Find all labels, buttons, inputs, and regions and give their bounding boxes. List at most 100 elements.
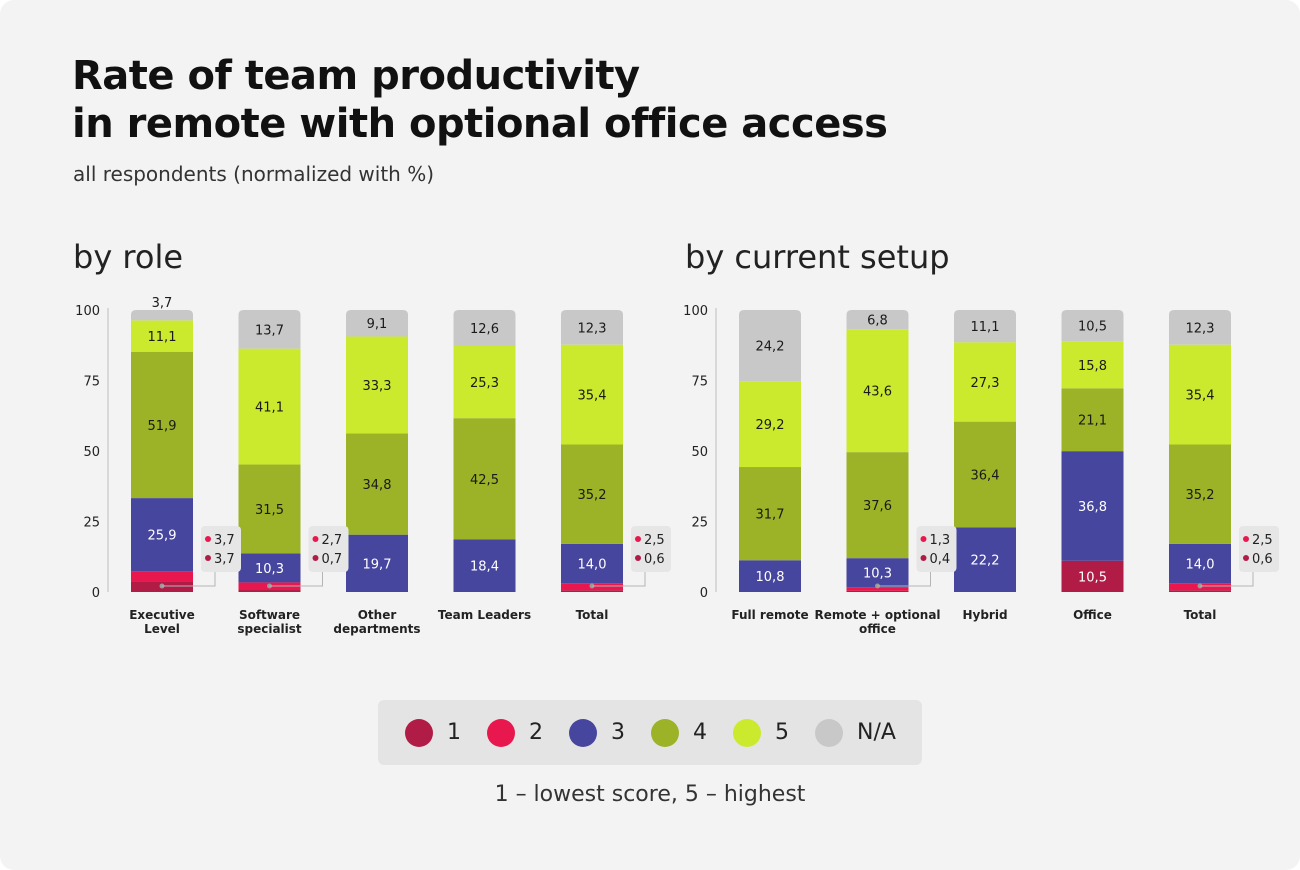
legend-swatch-na [815,718,843,747]
callout-leader-line [162,572,216,587]
callout-dot-2 [920,536,927,542]
bar-value-label: 34,8 [363,478,392,493]
legend-swatch-2 [487,718,515,747]
x-tick-label: Remote + optional [814,608,940,622]
x-tick-label: Total [1184,608,1217,622]
legend-swatch-3 [569,718,597,747]
bar-segment-3 [954,527,1016,592]
bar-segment-5 [238,348,301,465]
callout-box [916,526,957,572]
legend-item-na: N/A [815,700,896,765]
bar-value-label: 13,7 [255,323,284,338]
callout-value-2: 2,5 [644,533,665,548]
callout-leader-line [592,572,646,587]
bar-value-label: 10,3 [863,567,892,582]
bar-segment-na [453,310,516,346]
callout-dot-2 [1243,536,1249,542]
callout-value-2: 2,5 [1252,533,1273,548]
bar-value-label: 11,1 [148,330,177,345]
y-tick-label: 50 [691,445,708,460]
bar-value-label: 29,2 [756,418,785,433]
bar-segment-5 [846,329,909,453]
callout-dot-1 [635,555,641,561]
x-tick-label: Software [239,608,300,622]
y-tick-label: 0 [700,586,708,601]
chart-subtitle: all respondents (normalized with %) [73,162,435,186]
bar-segment-5 [739,381,801,468]
bar-segment-5 [1061,341,1124,389]
bar-value-label: 6,8 [867,314,888,329]
title-line-1: Rate of team productivity [72,53,640,99]
callout-dot-1 [1243,555,1249,561]
x-tick-label: Executive [129,608,195,622]
legend-label-na: N/A [857,720,896,745]
bar-segment-4 [238,464,301,554]
bar-segment-3 [846,558,909,588]
legend-item-1: 1 [405,700,461,765]
bar-value-label: 43,6 [863,385,892,400]
bar-segment-3 [561,543,623,584]
callout-dot-2 [312,536,319,542]
y-tick-label: 0 [92,586,100,601]
x-tick-label: Team Leaders [438,608,531,622]
bar-segment-4 [561,444,623,544]
bar-value-label: 11,1 [971,320,1000,335]
callout-value-1: 0,7 [322,552,343,567]
bar-segment-1 [1061,560,1124,592]
y-tick-label: 50 [83,445,100,460]
x-tick-label: Full remote [731,608,808,622]
chart-title: Rate of team productivity in remote with… [72,52,888,148]
bar-segment-4 [346,433,408,535]
bar-value-label: 18,4 [470,560,499,575]
y-tick-label: 75 [691,375,708,390]
callout-box [308,526,349,572]
bar-value-label: 22,2 [971,554,1000,569]
y-tick-label: 75 [83,375,100,390]
legend-swatch-1 [405,718,433,747]
section-title-by-role: by role [73,238,184,276]
callout-value-1: 0,6 [644,552,665,567]
legend-label-4: 4 [693,720,707,745]
legend-label-5: 5 [775,720,789,745]
callout-value-1: 3,7 [214,552,235,567]
bar-value-label: 25,3 [470,376,499,391]
legend-label-1: 1 [447,720,461,745]
bar-segment-na [346,310,408,337]
bar-segment-1 [1169,590,1231,592]
legend-label-3: 3 [611,720,625,745]
bar-value-label: 35,4 [1186,389,1215,404]
bar-segment-5 [346,336,408,434]
bar-value-label: 36,8 [1078,500,1107,515]
bar-segment-3 [1061,451,1124,561]
bar-segment-na [131,310,193,321]
y-tick-label: 25 [691,516,708,531]
callout-box [1239,526,1279,572]
bar-segment-na [739,310,801,382]
scale-footnote: 1 – lowest score, 5 – highest [494,782,806,807]
x-tick-label: Total [576,608,609,622]
bar-segment-na [954,310,1016,343]
bar-value-label: 33,3 [363,379,392,394]
bar-value-label: 10,8 [756,570,785,585]
bar-value-label: 35,2 [578,488,607,503]
callout-box [631,526,671,572]
bar-value-label: 35,2 [1186,488,1215,503]
callout-dot-2 [635,536,641,542]
bar-value-label: 15,8 [1078,359,1107,374]
bar-segment-na [1061,310,1124,342]
bar-value-label: 31,5 [255,503,284,518]
legend-item-4: 4 [651,700,707,765]
bar-value-label: 35,4 [578,389,607,404]
callout-leader-line [269,572,323,587]
callout-value-1: 0,6 [1252,552,1273,567]
callout-value-2: 1,3 [930,533,951,548]
bar-segment-na [846,310,909,330]
bar-segment-4 [954,421,1016,528]
legend-swatch-4 [651,718,679,747]
bar-value-label: 36,4 [971,469,1000,484]
callout-leader-line [1200,572,1254,587]
bar-segment-4 [846,452,909,559]
bar-segment-5 [1169,344,1231,445]
bar-value-label: 10,5 [1078,320,1107,335]
